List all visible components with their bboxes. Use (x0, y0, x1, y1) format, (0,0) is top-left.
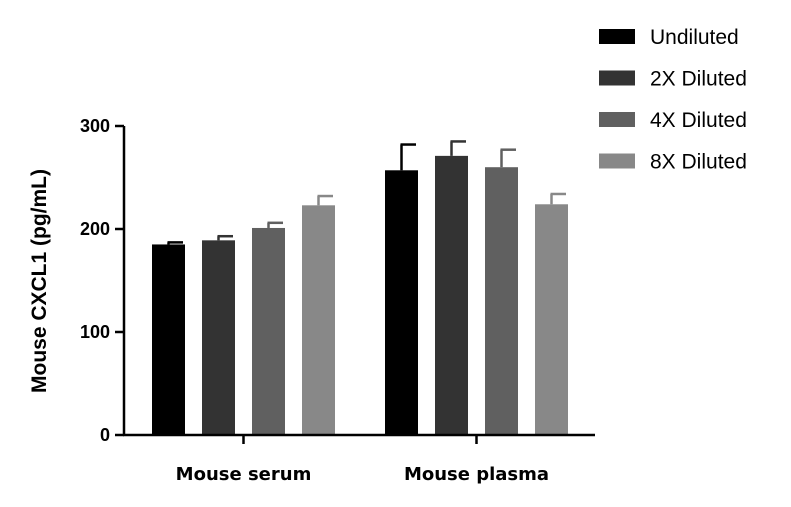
y-tick-label: 300 (80, 116, 110, 136)
legend-label: 2X Diluted (650, 68, 747, 91)
y-axis-label: Mouse CXCL1 (pg/mL) (28, 169, 51, 393)
legend-label: 8X Diluted (650, 151, 747, 174)
bar (152, 244, 185, 435)
legend-label: 4X Diluted (650, 109, 747, 132)
bar (535, 204, 568, 435)
category-labels: Mouse serum Mouse plasma (176, 435, 549, 485)
legend: Undiluted 2X Diluted 4X Diluted 8X Diluted (599, 26, 747, 174)
bar (202, 240, 235, 435)
legend-swatch (599, 112, 635, 127)
category-label: Mouse plasma (404, 464, 549, 485)
bar (485, 167, 518, 435)
bar (302, 205, 335, 435)
error-bars (167, 140, 566, 245)
bars (152, 155, 568, 436)
bar (435, 155, 468, 435)
y-tick-label: 200 (80, 219, 110, 239)
legend-swatch (599, 70, 635, 86)
legend-swatch (599, 153, 635, 169)
axes (122, 126, 595, 437)
y-axis-ticks: 0 100 200 300 (80, 116, 124, 445)
legend-swatch (599, 29, 635, 44)
bar (385, 170, 418, 436)
legend-label: Undiluted (650, 26, 739, 49)
y-tick-label: 100 (80, 322, 110, 342)
y-tick-label: 0 (100, 425, 110, 445)
bar (252, 227, 285, 435)
category-label: Mouse serum (176, 464, 312, 485)
